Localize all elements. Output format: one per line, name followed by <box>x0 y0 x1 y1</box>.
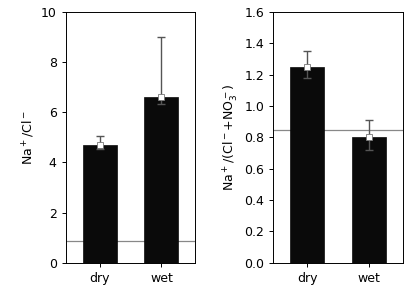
Bar <box>144 97 178 263</box>
Bar <box>83 145 117 263</box>
Bar <box>352 137 386 263</box>
Y-axis label: Na$^+$/Cl$^-$: Na$^+$/Cl$^-$ <box>21 110 37 165</box>
Y-axis label: Na$^+$/(Cl$^-$+NO$_3^-$): Na$^+$/(Cl$^-$+NO$_3^-$) <box>221 84 240 191</box>
Bar <box>290 67 324 263</box>
